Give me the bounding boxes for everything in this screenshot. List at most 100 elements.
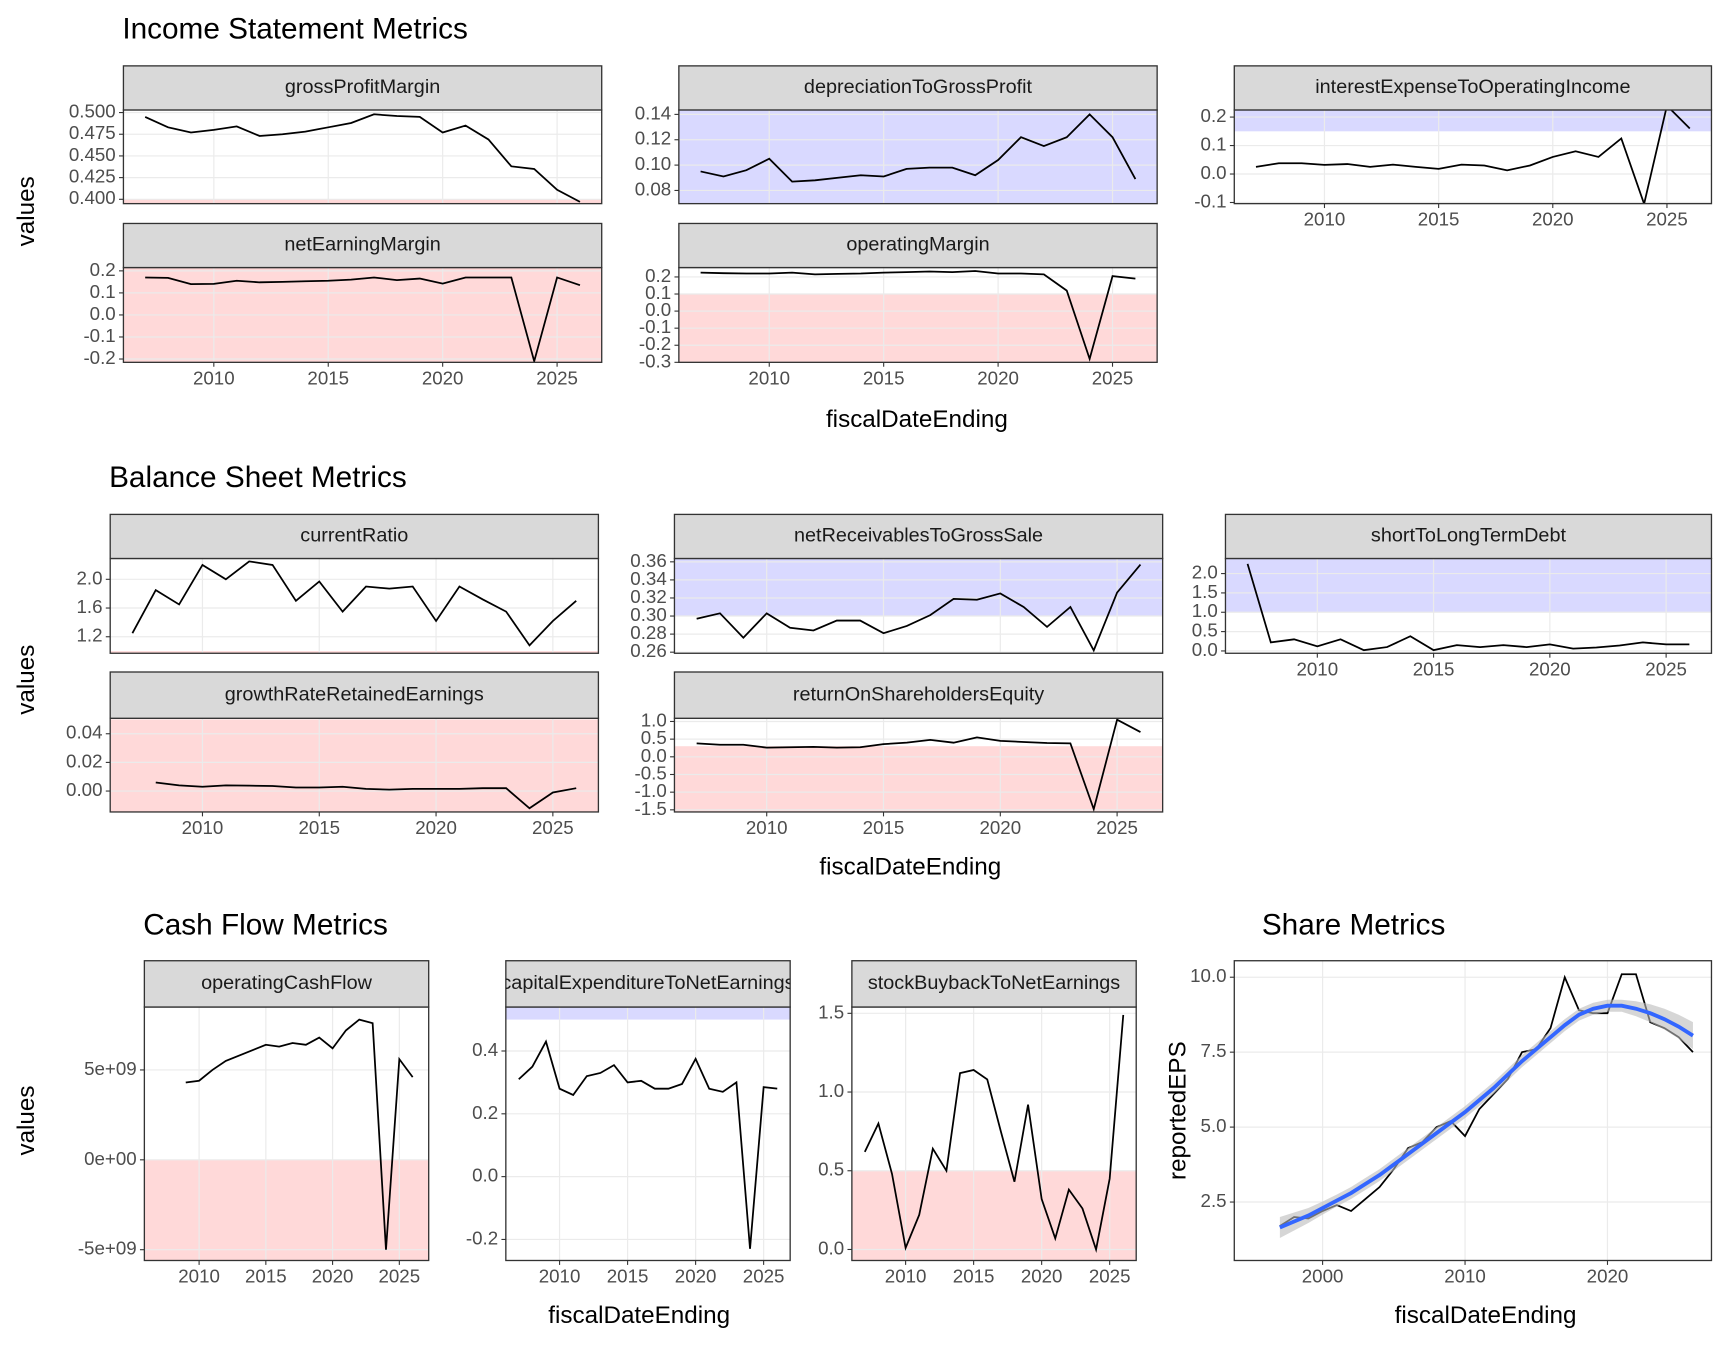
panel: 0.00 0.02 0.04 2010 2015 2020 2025 growthRateRe…: [66, 671, 600, 838]
x-tick-label: 2015: [1413, 658, 1455, 679]
x-tick-label: 2025: [532, 817, 574, 838]
x-tick-label: 2020: [312, 1266, 354, 1287]
x-tick-label: 2010: [193, 367, 235, 388]
x-tick-label: 2010: [182, 817, 224, 838]
strip-label: depreciationToGrossProfit: [804, 76, 1033, 98]
y-tick-label: 0.08: [635, 178, 671, 199]
panel: -5e+09 0e+00 5e+09 2010 2015 2020 2025 operatin…: [78, 960, 430, 1287]
panel: 0.00.51.01.52.0 2010 2015 2020 2025 shortToLo…: [1192, 513, 1713, 679]
strip-label: growthRateRetainedEarnings: [225, 683, 484, 705]
data-line: [864, 1014, 1125, 1253]
data-line: [696, 563, 1142, 653]
strip-label: capitalExpenditureToNetEarnings: [501, 972, 794, 994]
x-tick-label: 2010: [539, 1266, 581, 1287]
strip: [122, 65, 603, 111]
y-tick-label: 0.425: [69, 166, 116, 187]
strip: [673, 513, 1164, 560]
y-axis-label: values: [13, 176, 40, 246]
x-tick-label: 2015: [953, 1266, 995, 1287]
y-tick-label: 1.0: [641, 709, 667, 730]
x-tick-label: 2010: [748, 367, 790, 388]
strip: [1224, 513, 1713, 560]
y-tick-label: 0.0: [1192, 639, 1218, 660]
x-tick-label: 2010: [178, 1266, 220, 1287]
section-title: Income Statement Metrics: [122, 12, 468, 45]
threshold-band: [110, 651, 599, 654]
panel: 0.0 0.5 1.0 1.5 2010 2015 2020 2025 stockBuyback…: [818, 960, 1137, 1287]
strip-label: grossProfitMargin: [285, 76, 440, 98]
data-line: [145, 276, 581, 363]
y-tick-label: -0.1: [639, 316, 671, 337]
threshold-band: [505, 1007, 791, 1020]
x-tick-label: 2025: [1096, 817, 1138, 838]
strip: [678, 65, 1158, 111]
panel: -0.2 0.0 0.2 0.4 2010 2015 2020 2025 capitalExpe…: [466, 960, 794, 1287]
data-line: [144, 113, 581, 203]
y-tick-label: 0.0: [641, 745, 667, 766]
strip: [122, 222, 603, 269]
strip-label: netReceivablesToGrossSale: [794, 525, 1043, 547]
x-axis-label: fiscalDateEnding: [1395, 1302, 1577, 1329]
y-tick-label: 0.2: [645, 265, 671, 286]
threshold-band: [123, 199, 602, 204]
y-tick-label: 7.5: [1201, 1040, 1227, 1061]
panel-border: [1233, 960, 1713, 1262]
y-tick-label: -0.2: [466, 1227, 498, 1248]
x-tick-label: 2025: [1645, 658, 1687, 679]
x-tick-label: 2020: [1587, 1266, 1629, 1287]
y-tick-label: 5e+09: [84, 1058, 137, 1079]
strip-label: stockBuybackToNetEarnings: [868, 972, 1120, 994]
y-tick-label: 0.0: [472, 1165, 498, 1186]
data-line: [1255, 109, 1691, 204]
panel: 0.08 0.10 0.12 0.14 depreciationToGrossProfi…: [635, 65, 1158, 205]
y-tick-label: -0.2: [639, 333, 671, 354]
strip-label: currentRatio: [300, 525, 408, 547]
y-tick-label: 1.5: [818, 1001, 844, 1022]
y-tick-label: 2.0: [76, 567, 102, 588]
y-tick-label: 0.400: [69, 187, 116, 208]
x-tick-label: 2015: [607, 1266, 649, 1287]
data-line: [700, 270, 1136, 362]
y-tick-label: -5e+09: [78, 1238, 137, 1259]
threshold-band: [1234, 109, 1712, 132]
y-tick-label: 0.5: [641, 727, 667, 748]
strip-label: shortToLongTermDebt: [1371, 525, 1567, 547]
y-tick-label: 2.5: [1201, 1190, 1227, 1211]
y-tick-label: -1.0: [634, 780, 666, 801]
y-tick-label: 0.0: [818, 1237, 844, 1258]
y-tick-label: 1.0: [1192, 600, 1218, 621]
data-line: [1279, 973, 1694, 1227]
x-tick-label: 2020: [415, 817, 457, 838]
strip: [505, 960, 791, 1008]
y-tick-label: 0.00: [66, 779, 102, 800]
y-tick-label: 0.4: [472, 1039, 498, 1060]
strip-label: returnOnShareholdersEquity: [793, 683, 1044, 705]
confidence-ribbon: [1279, 999, 1693, 1239]
x-tick-label: 2025: [743, 1266, 785, 1287]
y-tick-label: 0.04: [66, 722, 102, 743]
x-tick-label: 2025: [536, 367, 578, 388]
panel-background: [505, 1007, 791, 1261]
strip: [1233, 65, 1713, 111]
x-tick-label: 2020: [979, 817, 1021, 838]
data-line: [155, 781, 577, 810]
y-tick-label: 0e+00: [84, 1148, 137, 1169]
panel: 0.260.280.300.320.340.36 netReceivablesTo…: [630, 513, 1164, 661]
strip-label: interestExpenseToOperatingIncome: [1315, 76, 1630, 98]
data-line: [131, 560, 577, 647]
threshold-band: [1225, 558, 1712, 613]
y-tick-label: 0.450: [69, 144, 116, 165]
y-tick-label: 0.0: [645, 299, 671, 320]
panel: 1.2 1.6 2.0 currentRatio: [76, 513, 600, 654]
smooth-line: [1279, 1003, 1694, 1230]
y-tick-label: 0.10: [635, 153, 671, 174]
x-axis-label: fiscalDateEnding: [826, 406, 1008, 433]
y-tick-label: -0.1: [1194, 190, 1226, 211]
y-tick-label: 0.5: [1192, 620, 1218, 641]
panel: -0.3-0.2-0.10.00.10.2 2010 2015 2020 2025 ope…: [639, 222, 1158, 388]
strip-label: netEarningMargin: [284, 234, 441, 256]
x-tick-label: 2010: [1304, 209, 1346, 230]
threshold-band: [674, 558, 1163, 617]
y-tick-label: 1.5: [1192, 581, 1218, 602]
